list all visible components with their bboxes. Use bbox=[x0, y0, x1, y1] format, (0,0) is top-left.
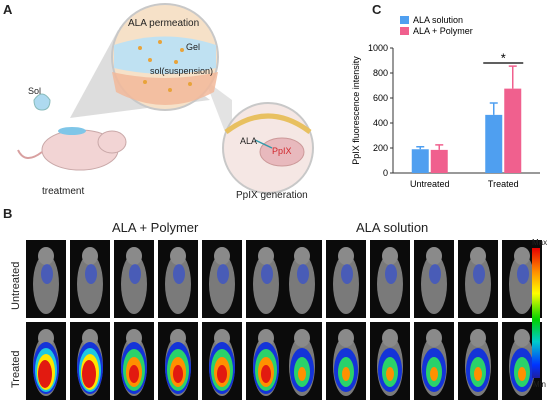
ppix-generation-label: PpIX generation bbox=[236, 190, 308, 201]
color-scale-bar bbox=[532, 248, 540, 378]
panel-c-letter: C bbox=[372, 2, 382, 17]
treated-mouse-image bbox=[282, 322, 322, 400]
untreated-mouse-image bbox=[158, 240, 198, 318]
y-tick-label: 600 bbox=[373, 93, 388, 103]
treated-mouse-image bbox=[326, 322, 366, 400]
legend-label: ALA + Polymer bbox=[413, 26, 473, 36]
sol-label: Sol bbox=[28, 86, 42, 96]
treated-mouse-image bbox=[70, 322, 110, 400]
mitochondrion bbox=[259, 137, 305, 167]
treatment-label: treatment bbox=[42, 186, 85, 197]
mouse-head bbox=[97, 130, 127, 154]
ala-label: ALA bbox=[240, 136, 258, 146]
panel-a-illustration bbox=[17, 3, 314, 194]
y-tick-label: 400 bbox=[373, 118, 388, 128]
bar-ala-polymer bbox=[504, 88, 522, 173]
treated-mouse-image bbox=[458, 322, 498, 400]
mouse-gel-patch bbox=[58, 127, 86, 135]
bar-chart: 0 200 400 600 800 1000 PpIX fluorescence inten… bbox=[351, 15, 540, 189]
untreated-mouse-image bbox=[70, 240, 110, 318]
y-tick-label: 0 bbox=[383, 168, 388, 178]
permeation-title: ALA permeation bbox=[128, 18, 200, 29]
row-label-untreated: Untreated bbox=[10, 261, 22, 310]
panel-b-letter: B bbox=[3, 206, 13, 221]
untreated-mouse-image bbox=[414, 240, 454, 318]
treated-mouse-image bbox=[502, 322, 542, 400]
group-title-ala-solution: ALA solution bbox=[356, 220, 429, 235]
untreated-mouse-image bbox=[114, 240, 154, 318]
treated-mouse-image bbox=[370, 322, 410, 400]
row-label-treated: Treated bbox=[10, 350, 22, 388]
ala-particles bbox=[138, 40, 192, 92]
treated-mouse-image bbox=[414, 322, 454, 400]
ppix-label: PpIX bbox=[272, 146, 292, 156]
treated-mouse-image bbox=[246, 322, 286, 400]
untreated-mouse-image bbox=[26, 240, 66, 318]
scale-max-label: Max bbox=[532, 238, 548, 247]
sol-droplet bbox=[33, 93, 51, 111]
legend-label: ALA solution bbox=[413, 15, 463, 25]
untreated-mouse-image bbox=[246, 240, 286, 318]
group-title-ala-polymer: ALA + Polymer bbox=[112, 220, 199, 235]
treated-mouse-image bbox=[26, 322, 66, 400]
legend-swatch bbox=[400, 27, 409, 35]
sol-suspension-label: sol(suspension) bbox=[150, 66, 214, 76]
bar-ala-solution bbox=[485, 114, 503, 173]
y-axis-label: PpIX fluorescence intensity bbox=[351, 56, 361, 165]
significance-mark: * bbox=[501, 50, 506, 65]
y-tick-label: 800 bbox=[373, 68, 388, 78]
y-tick-label: 200 bbox=[373, 143, 388, 153]
legend-swatch bbox=[400, 16, 409, 24]
cell-membrane bbox=[224, 113, 312, 134]
bar-ala-solution bbox=[411, 149, 429, 173]
untreated-mouse-image bbox=[282, 240, 322, 318]
treated-mouse-image bbox=[202, 322, 242, 400]
x-tick-label: Treated bbox=[488, 179, 519, 189]
y-tick-label: 1000 bbox=[368, 43, 388, 53]
untreated-mouse-image bbox=[326, 240, 366, 318]
untreated-mouse-image bbox=[202, 240, 242, 318]
untreated-mouse-image bbox=[458, 240, 498, 318]
bar-ala-polymer bbox=[430, 149, 448, 173]
untreated-mouse-image bbox=[370, 240, 410, 318]
treated-mouse-image bbox=[114, 322, 154, 400]
treated-mouse-image bbox=[158, 322, 198, 400]
gel-layer bbox=[114, 36, 216, 74]
panel-a-letter: A bbox=[3, 2, 13, 17]
scale-min-label: Min bbox=[533, 380, 546, 389]
skin-layer bbox=[112, 72, 218, 105]
ala-arrow bbox=[254, 139, 273, 149]
x-tick-label: Untreated bbox=[410, 179, 450, 189]
gel-label: Gel bbox=[186, 42, 201, 52]
mouse-tail bbox=[17, 149, 43, 159]
